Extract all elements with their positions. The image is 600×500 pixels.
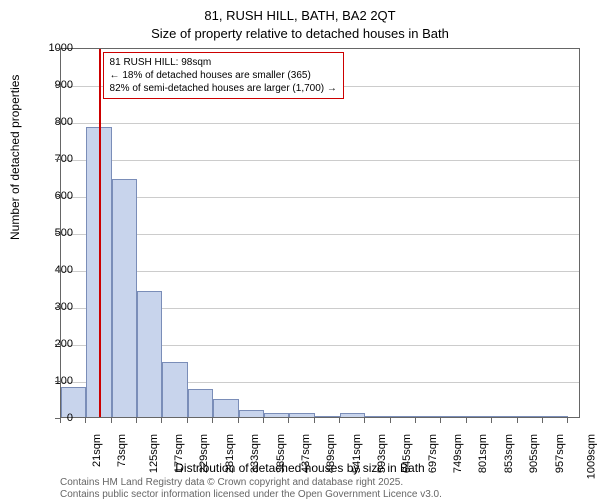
footer-line2: Contains public sector information licen… xyxy=(60,489,442,500)
gridline xyxy=(61,197,579,198)
y-tick-mark xyxy=(55,122,60,123)
histogram-bar xyxy=(365,416,390,417)
x-tick-mark xyxy=(415,418,416,423)
footer-line1: Contains HM Land Registry data © Crown c… xyxy=(60,477,403,488)
histogram-bar xyxy=(213,399,238,418)
x-tick-mark xyxy=(263,418,264,423)
annotation-line: 82% of semi-detached houses are larger (… xyxy=(110,82,337,95)
y-tick-mark xyxy=(55,270,60,271)
chart-container: 81, RUSH HILL, BATH, BA2 2QT Size of pro… xyxy=(0,0,600,500)
x-tick-mark xyxy=(364,418,365,423)
x-tick-mark xyxy=(466,418,467,423)
histogram-bar xyxy=(543,416,568,417)
y-tick-mark xyxy=(55,307,60,308)
x-tick-mark xyxy=(440,418,441,423)
histogram-bar xyxy=(315,416,340,417)
gridline xyxy=(61,123,579,124)
histogram-bar xyxy=(518,416,543,417)
plot-area: 81 RUSH HILL: 98sqm← 18% of detached hou… xyxy=(60,48,580,418)
histogram-bar xyxy=(391,416,416,417)
histogram-bar xyxy=(467,416,492,417)
gridline xyxy=(61,234,579,235)
histogram-bar xyxy=(112,179,137,417)
y-tick-mark xyxy=(55,233,60,234)
x-tick-mark xyxy=(238,418,239,423)
y-tick-mark xyxy=(55,381,60,382)
gridline xyxy=(61,271,579,272)
x-axis-label: Distribution of detached houses by size … xyxy=(0,461,600,475)
y-tick-mark xyxy=(55,159,60,160)
annotation-line: 81 RUSH HILL: 98sqm xyxy=(110,56,337,69)
x-tick-mark xyxy=(111,418,112,423)
x-tick-mark xyxy=(314,418,315,423)
histogram-bar xyxy=(264,413,289,417)
histogram-bar xyxy=(340,413,365,417)
marker-line xyxy=(99,49,101,417)
y-tick-mark xyxy=(55,196,60,197)
histogram-bar xyxy=(162,362,187,418)
x-tick-mark xyxy=(161,418,162,423)
x-tick-mark xyxy=(567,418,568,423)
x-tick-mark xyxy=(491,418,492,423)
histogram-bar xyxy=(188,389,213,417)
histogram-bar xyxy=(239,410,264,417)
x-tick-mark xyxy=(390,418,391,423)
histogram-bar xyxy=(441,416,466,417)
y-tick-mark xyxy=(55,85,60,86)
x-tick-mark xyxy=(136,418,137,423)
annotation-line: ← 18% of detached houses are smaller (36… xyxy=(110,69,337,82)
gridline xyxy=(61,160,579,161)
x-tick-mark xyxy=(85,418,86,423)
histogram-bar xyxy=(137,291,162,417)
x-tick-mark xyxy=(542,418,543,423)
chart-title-line2: Size of property relative to detached ho… xyxy=(0,26,600,41)
x-tick-mark xyxy=(517,418,518,423)
x-tick-mark xyxy=(187,418,188,423)
histogram-bar xyxy=(289,413,314,417)
histogram-bar xyxy=(416,416,441,417)
y-axis-label: Number of detached properties xyxy=(8,75,22,240)
histogram-bar xyxy=(492,416,517,417)
annotation-box: 81 RUSH HILL: 98sqm← 18% of detached hou… xyxy=(103,52,344,99)
y-tick-mark xyxy=(55,344,60,345)
x-tick-mark xyxy=(212,418,213,423)
y-tick-mark xyxy=(55,48,60,49)
chart-title-line1: 81, RUSH HILL, BATH, BA2 2QT xyxy=(0,8,600,23)
x-tick-mark xyxy=(339,418,340,423)
x-tick-mark xyxy=(60,418,61,423)
x-tick-mark xyxy=(288,418,289,423)
